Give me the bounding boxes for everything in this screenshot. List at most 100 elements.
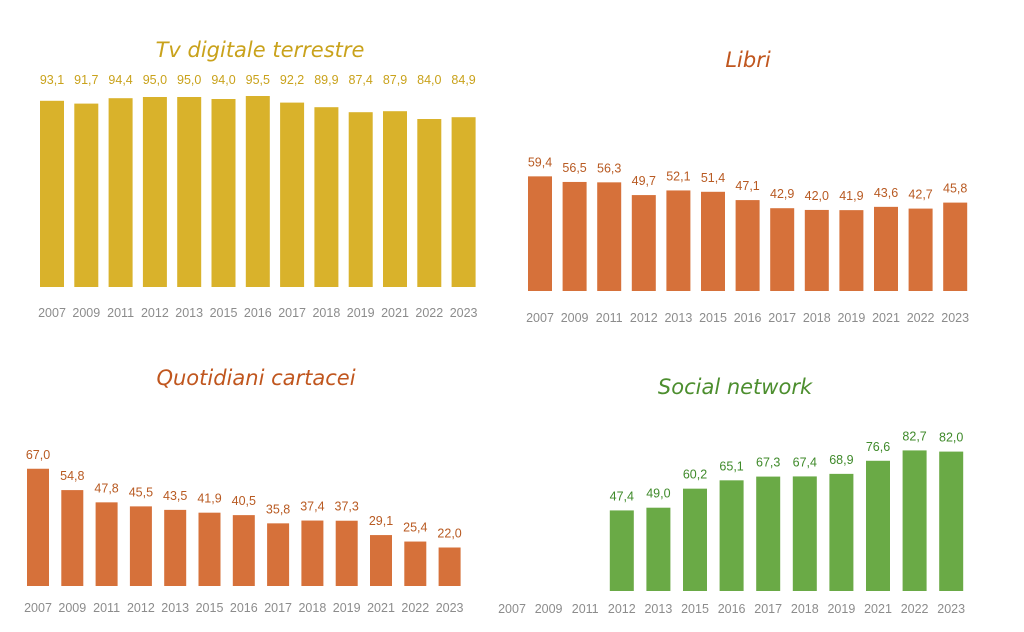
tick-label-libri-2015: 2015 [699,311,727,325]
tick-label-quotidiani-2022: 2022 [401,601,429,615]
value-label-tv-2011: 94,4 [108,73,132,87]
tick-label-libri-2021: 2021 [872,311,900,325]
tick-label-libri-2019: 2019 [837,311,865,325]
tick-label-social-2021: 2021 [864,602,892,616]
bar-quotidiani-2016 [232,515,255,586]
bar-quotidiani-2019 [335,520,358,586]
bar-quotidiani-2015 [198,512,221,586]
value-label-libri-2017: 42,9 [770,187,794,201]
bar-tv-2015 [211,99,236,287]
value-label-quotidiani-2015: 41,9 [197,492,221,506]
value-label-social-2012: 47,4 [610,489,634,503]
bar-libri-2009 [562,181,587,291]
bar-libri-2007 [528,176,552,291]
bar-quotidiani-2007 [27,468,49,586]
tick-label-social-2023: 2023 [937,602,965,616]
tick-label-social-2007: 2007 [498,602,526,616]
tick-label-libri-2012: 2012 [630,311,658,325]
value-label-libri-2018: 42,0 [805,189,829,203]
tick-label-social-2012: 2012 [608,602,636,616]
value-label-social-2023: 82,0 [939,431,963,445]
chart-title-quotidiani: Quotidiani cartacei [156,366,356,390]
bar-tv-2022 [417,119,442,287]
value-label-quotidiani-2011: 47,8 [94,481,118,495]
tick-label-libri-2022: 2022 [907,311,935,325]
value-label-tv-2015: 94,0 [211,73,235,87]
value-label-quotidiani-2018: 37,4 [300,500,324,514]
bar-quotidiani-2012 [129,506,152,586]
value-label-social-2022: 82,7 [902,429,926,443]
tick-label-social-2013: 2013 [644,602,672,616]
tick-label-tv-2013: 2013 [175,306,203,320]
tick-label-social-2019: 2019 [827,602,855,616]
value-label-social-2015: 60,2 [683,468,707,482]
bar-tv-2016 [245,96,270,287]
bar-quotidiani-2022 [404,541,427,586]
tick-label-quotidiani-2015: 2015 [196,601,224,615]
tick-label-quotidiani-2018: 2018 [298,601,326,615]
value-label-libri-2009: 56,5 [562,161,586,175]
tick-label-social-2017: 2017 [754,602,782,616]
value-label-quotidiani-2016: 40,5 [232,494,256,508]
value-label-libri-2021: 43,6 [874,186,898,200]
tick-label-libri-2007: 2007 [526,311,554,325]
bar-social-2019 [829,473,854,591]
tick-label-social-2016: 2016 [718,602,746,616]
bar-tv-2019 [348,112,373,287]
tick-label-quotidiani-2007: 2007 [24,601,52,615]
value-label-tv-2021: 87,9 [383,73,407,87]
tick-label-libri-2016: 2016 [734,311,762,325]
value-label-quotidiani-2022: 25,4 [403,521,427,535]
value-label-tv-2018: 89,9 [314,73,338,87]
chart-libri: 59,4 2007 56,5 2009 56,3 2011 49,7 2012 52,1 2013… [526,155,969,325]
bar-tv-2011 [108,98,133,287]
bar-social-2023 [939,451,964,591]
tick-label-libri-2018: 2018 [803,311,831,325]
tick-label-quotidiani-2011: 2011 [93,601,120,615]
bar-tv-2018 [314,107,339,287]
bar-quotidiani-2018 [301,520,324,586]
bar-social-2016 [719,480,744,591]
tick-label-quotidiani-2023: 2023 [436,601,464,615]
value-label-tv-2016: 95,5 [246,73,270,87]
chart-tv: 93,1 2007 91,7 2009 94,4 2011 95,0 2012 95,0 2013… [38,73,477,320]
tick-label-quotidiani-2016: 2016 [230,601,258,615]
value-label-social-2016: 65,1 [719,459,743,473]
bar-libri-2023 [943,202,968,291]
value-label-libri-2012: 49,7 [632,174,656,188]
tick-label-tv-2015: 2015 [210,306,238,320]
value-label-social-2019: 68,9 [829,453,853,467]
bar-libri-2021 [874,206,898,291]
bar-libri-2015 [701,191,725,291]
tick-label-quotidiani-2012: 2012 [127,601,155,615]
value-label-quotidiani-2023: 22,0 [437,527,461,541]
value-label-quotidiani-2021: 29,1 [369,514,393,528]
value-label-quotidiani-2007: 67,0 [26,448,50,462]
bar-tv-2023 [451,117,476,287]
value-label-libri-2013: 52,1 [666,169,690,183]
bar-social-2012 [609,510,634,591]
tick-label-quotidiani-2019: 2019 [333,601,361,615]
bar-social-2015 [683,488,707,591]
chart-title-libri: Libri [725,48,771,72]
tick-label-tv-2016: 2016 [244,306,272,320]
value-label-tv-2019: 87,4 [349,73,373,87]
bar-tv-2021 [383,111,407,287]
value-label-libri-2011: 56,3 [597,161,621,175]
bar-libri-2022 [908,208,933,291]
bar-quotidiani-2011 [95,502,118,586]
tick-label-social-2015: 2015 [681,602,709,616]
value-label-quotidiani-2009: 54,8 [60,469,84,483]
tick-label-tv-2011: 2011 [107,306,134,320]
chart-social: 2007 2009 2011 47,4 2012 49,0 2013 60,2 2015 65,1… [498,429,965,616]
value-label-tv-2013: 95,0 [177,73,201,87]
value-label-libri-2007: 59,4 [528,155,552,169]
chart-title-social: Social network [657,375,813,399]
bar-tv-2012 [142,97,167,287]
value-label-libri-2023: 45,8 [943,182,967,196]
bar-quotidiani-2013 [164,509,187,586]
bar-tv-2009 [74,103,99,287]
bar-tv-2013 [177,97,202,287]
